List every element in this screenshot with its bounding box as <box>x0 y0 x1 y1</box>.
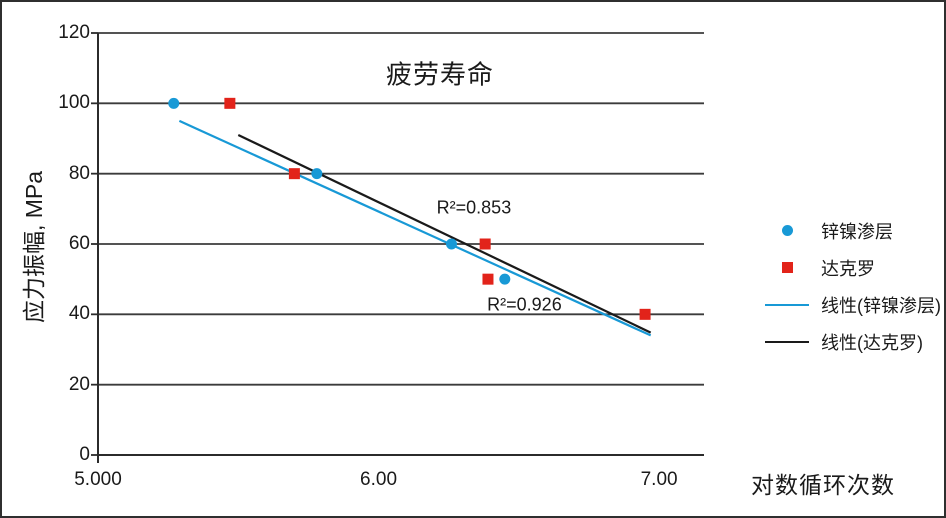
data-point-锌镍渗层 <box>311 168 323 180</box>
x-tick-label: 7.00 <box>640 469 678 490</box>
legend-item-label: 锌镍渗层 <box>821 221 893 242</box>
legend-swatch-cell <box>764 225 810 236</box>
chart-title: 疲劳寿命 <box>385 59 495 90</box>
r-squared-label: R²=0.853 <box>436 197 512 218</box>
y-tick-label: 60 <box>68 233 90 254</box>
legend-swatch-cell <box>764 340 810 343</box>
y-tick-label: 20 <box>68 373 90 395</box>
legend-item: 达克罗 <box>764 249 941 286</box>
legend: 锌镍渗层达克罗线性(锌镍渗层) 线性(达克罗) <box>764 212 941 360</box>
square-marker-icon <box>781 262 793 273</box>
data-point-达克罗 <box>224 97 236 109</box>
legend-item: 线性(达克罗) <box>764 323 941 360</box>
data-point-达克罗 <box>639 308 651 320</box>
y-tick-label: 120 <box>58 22 90 43</box>
line-sample-icon <box>765 303 809 306</box>
y-tick-label: 0 <box>79 444 90 465</box>
legend-item-label: 达克罗 <box>821 258 875 279</box>
x-axis-title: 对数循环次数 <box>751 472 895 498</box>
legend-item: 锌镍渗层 <box>764 212 941 249</box>
trendline-线性(锌镍渗层) <box>178 119 652 337</box>
data-point-达克罗 <box>482 273 494 285</box>
data-point-达克罗 <box>479 238 491 250</box>
legend-swatch-cell <box>764 303 810 306</box>
r-squared-label: R²=0.926 <box>487 294 562 315</box>
trendline-线性(达克罗) <box>237 133 652 334</box>
x-tick-label: 6.00 <box>360 469 398 490</box>
line-sample-icon <box>765 340 809 343</box>
x-tick-label: 5.000 <box>74 469 122 490</box>
y-tick-label: 40 <box>68 303 90 325</box>
data-point-达克罗 <box>288 168 300 180</box>
data-point-锌镍渗层 <box>168 97 180 109</box>
legend-swatch-cell <box>764 262 810 273</box>
circle-marker-icon <box>781 225 793 236</box>
y-tick-label: 80 <box>68 162 90 184</box>
y-tick-label: 100 <box>58 92 90 114</box>
data-point-锌镍渗层 <box>499 273 511 285</box>
legend-item-label: 线性(达克罗) <box>821 332 923 353</box>
legend-item-label: 线性(锌镍渗层) <box>821 295 941 316</box>
legend-item: 线性(锌镍渗层) <box>764 286 941 323</box>
data-point-锌镍渗层 <box>446 238 457 250</box>
